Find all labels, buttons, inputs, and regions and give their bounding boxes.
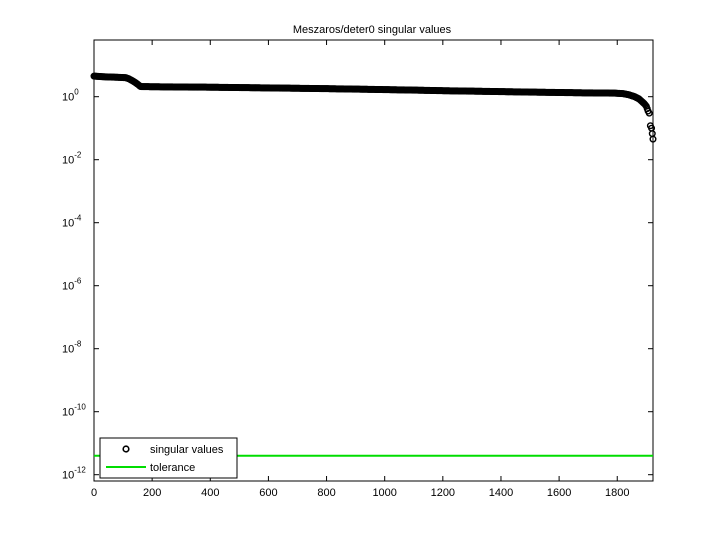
y-tick-label: 10-6 (62, 277, 82, 293)
x-tick-label: 400 (201, 487, 219, 499)
data-point (641, 101, 649, 109)
y-tick-label: 100 (62, 88, 79, 104)
legend-label-singular-values: singular values (150, 444, 224, 456)
x-tick-label: 0 (91, 487, 97, 499)
x-tick-label: 800 (317, 487, 335, 499)
y-tick-label: 10-12 (62, 466, 86, 482)
data-point (648, 130, 656, 138)
data-point (649, 135, 657, 143)
plot-area (93, 39, 654, 482)
x-tick-label: 600 (259, 487, 277, 499)
legend-label-tolerance: tolerance (150, 462, 195, 474)
legend-marker-singular-values (122, 445, 130, 453)
chart-title: Meszaros/deter0 singular values (293, 24, 452, 36)
x-axis: 0 200 400 600 800 1000 1200 1400 1600 1800 (91, 40, 629, 499)
x-tick-label: 1400 (489, 487, 513, 499)
y-tick-label: 10-10 (62, 403, 86, 419)
data-point (645, 109, 653, 117)
plot-frame (93, 39, 654, 482)
singular-values-series (90, 72, 657, 143)
y-tick-label: 10-2 (62, 151, 82, 167)
y-axis: 100 10-2 10-4 10-6 10-8 10-10 10-12 (62, 88, 653, 482)
x-tick-label: 1000 (372, 487, 396, 499)
legend: singular values tolerance (99, 437, 238, 479)
y-tick-label: 10-8 (62, 340, 82, 356)
x-tick-label: 200 (143, 487, 161, 499)
x-tick-label: 1800 (605, 487, 629, 499)
x-tick-label: 1200 (431, 487, 455, 499)
y-tick-label: 10-4 (62, 214, 82, 230)
x-tick-label: 1600 (547, 487, 571, 499)
legend-box (99, 437, 238, 479)
